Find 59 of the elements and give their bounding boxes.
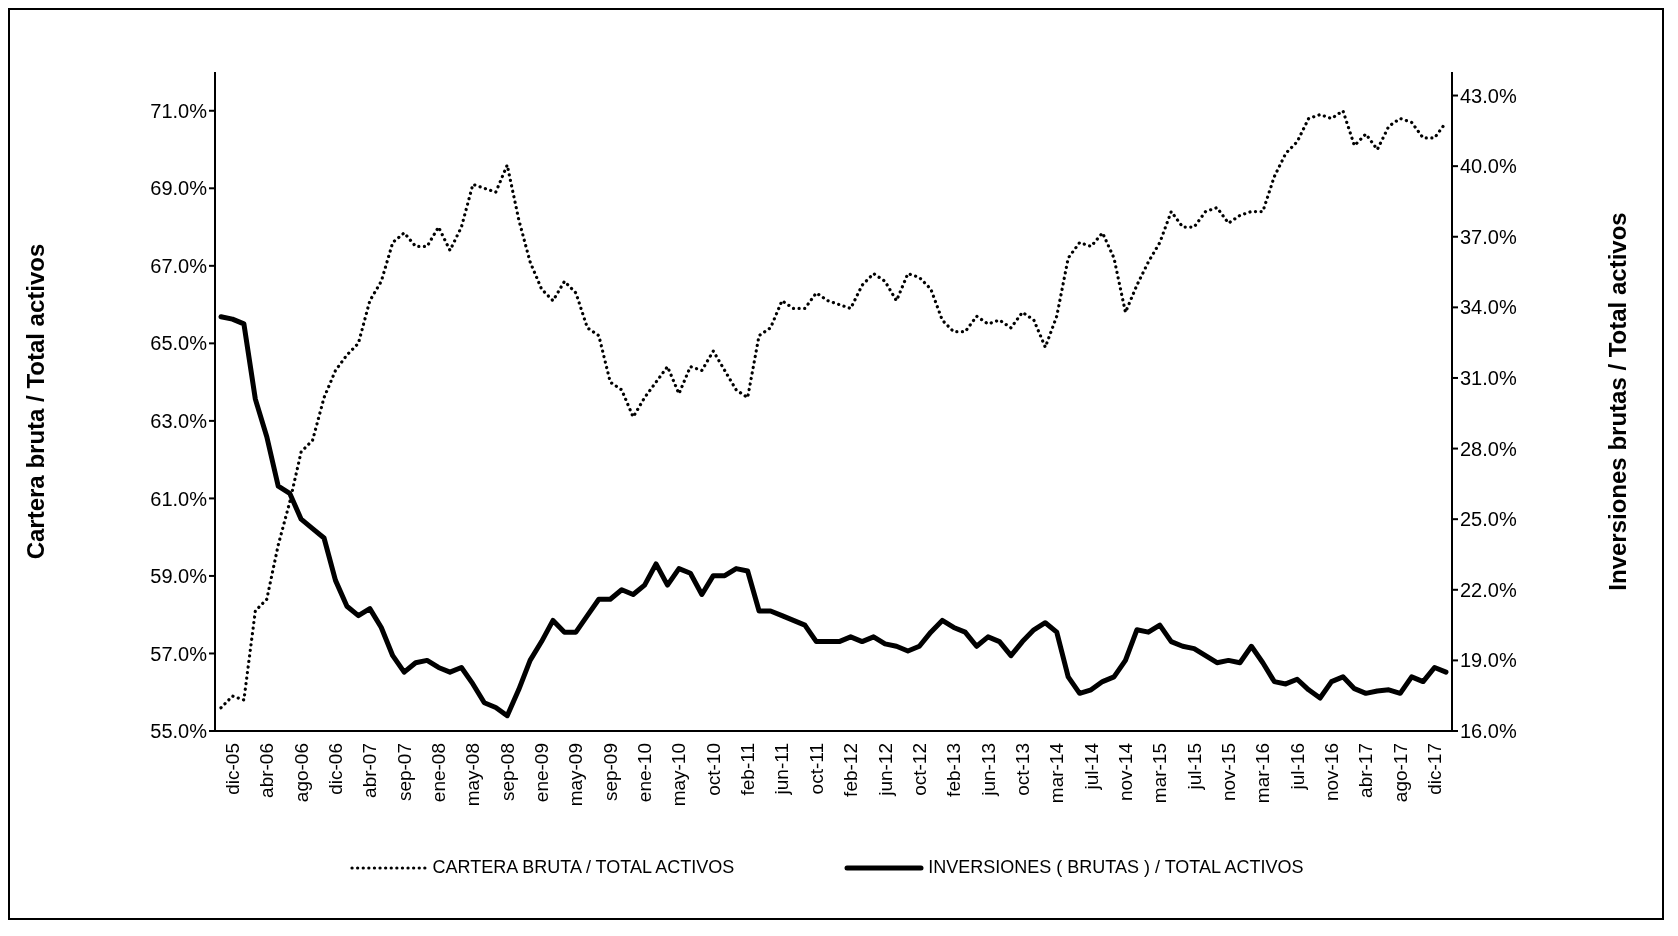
x-tick-label: ago-06 — [290, 743, 312, 803]
x-tick-label: ene-09 — [531, 743, 553, 803]
y2-tick-label: 25.0% — [1460, 508, 1517, 531]
y-axis-title: Cartera bruta / Total activos — [21, 243, 49, 560]
y2-tick-label: 37.0% — [1460, 225, 1517, 248]
x-tick-label: ene-10 — [634, 743, 656, 803]
x-tick-label: abr-17 — [1355, 743, 1377, 798]
x-tick-label: nov-15 — [1217, 743, 1239, 802]
x-tick-label: may-10 — [668, 743, 690, 807]
y2-tick-label: 34.0% — [1460, 296, 1517, 319]
legend-label: CARTERA BRUTA / TOTAL ACTIVOS — [432, 857, 735, 878]
x-tick-label: may-09 — [565, 743, 587, 807]
y-tick-label: 71.0% — [150, 99, 208, 122]
y2-tick-label: 22.0% — [1460, 578, 1517, 601]
x-tick-label: oct-11 — [805, 743, 827, 795]
x-tick-label: oct-12 — [908, 743, 930, 796]
x-tick-label: mar-14 — [1046, 742, 1068, 804]
x-tick-label: sep-08 — [496, 743, 518, 802]
x-tick-label: oct-10 — [702, 743, 724, 796]
y2-tick-label: 40.0% — [1460, 155, 1517, 178]
y-tick-label: 57.0% — [150, 642, 208, 665]
x-tick-label: jul-16 — [1286, 743, 1308, 791]
y2-tick-label: 16.0% — [1460, 720, 1517, 743]
x-tick-label: may-08 — [462, 743, 484, 807]
y-tick-label: 61.0% — [150, 487, 208, 510]
x-tick-label: dic-05 — [221, 743, 243, 795]
x-tick-label: mar-15 — [1149, 743, 1171, 804]
x-tick-label: abr-07 — [359, 743, 381, 798]
x-tick-label: ene-08 — [428, 743, 450, 803]
x-tick-label: dic-06 — [324, 743, 346, 795]
x-tick-label: oct-13 — [1011, 743, 1033, 796]
y-tick-label: 55.0% — [150, 720, 208, 743]
x-tick-label: jun-13 — [977, 743, 999, 797]
y-tick-label: 69.0% — [150, 177, 208, 200]
y2-tick-label: 28.0% — [1460, 437, 1517, 460]
x-tick-label: ago-17 — [1389, 743, 1411, 803]
x-tick-label: feb-13 — [943, 743, 965, 797]
x-tick-label: feb-11 — [737, 743, 759, 796]
x-tick-label: mar-16 — [1252, 743, 1274, 804]
y2-tick-label: 31.0% — [1460, 367, 1517, 390]
x-tick-label: sep-07 — [393, 743, 415, 802]
y2-tick-label: 19.0% — [1460, 649, 1517, 672]
y-tick-label: 65.0% — [150, 332, 208, 355]
x-tick-label: jul-15 — [1183, 743, 1205, 791]
x-tick-label: sep-09 — [599, 743, 621, 802]
y-tick-label: 67.0% — [150, 254, 208, 277]
x-tick-label: jul-14 — [1080, 742, 1102, 791]
x-tick-label: dic-17 — [1424, 743, 1446, 795]
x-tick-label: nov-14 — [1114, 742, 1136, 802]
y2-axis-title: Inversiones brutas / Total activos — [1603, 212, 1631, 591]
x-tick-label: jun-12 — [874, 743, 896, 797]
y2-tick-label: 43.0% — [1460, 84, 1517, 107]
y-tick-label: 59.0% — [150, 565, 208, 588]
y-tick-label: 63.0% — [150, 409, 208, 432]
legend-label: INVERSIONES ( BRUTAS ) / TOTAL ACTIVOS — [928, 857, 1304, 878]
x-tick-label: jun-11 — [771, 743, 793, 796]
x-tick-label: nov-16 — [1321, 743, 1343, 802]
x-tick-label: abr-06 — [256, 743, 278, 798]
x-tick-label: feb-12 — [840, 743, 862, 797]
